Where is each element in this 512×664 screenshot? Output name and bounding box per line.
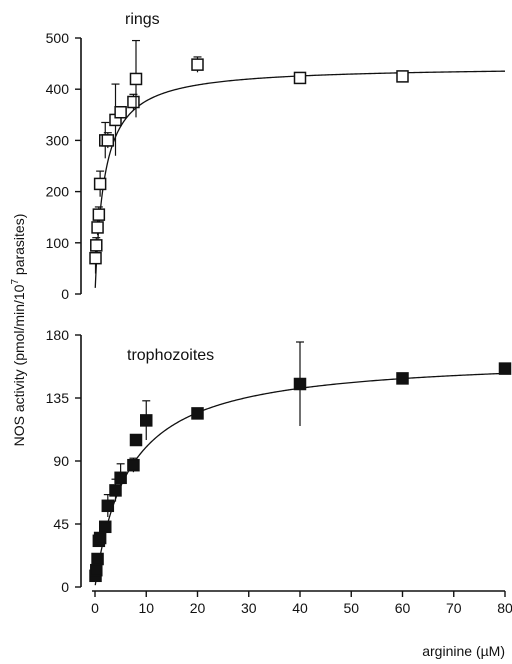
y-axis-label-tail: parasites) xyxy=(11,214,27,279)
y-tick-label-bottom: 45 xyxy=(53,516,69,532)
data-point-bottom xyxy=(127,458,140,472)
data-point-bottom xyxy=(109,484,122,497)
x-tick-label: 40 xyxy=(292,600,308,616)
data-point-top xyxy=(89,251,102,265)
x-tick-label: 60 xyxy=(395,600,411,616)
y-tick-label-top: 0 xyxy=(61,286,69,302)
data-point-top xyxy=(127,95,140,109)
x-tick-label: 10 xyxy=(138,600,154,616)
y-axis-label-exponent: 7 xyxy=(10,279,21,285)
y-tick-label-top: 100 xyxy=(46,235,70,251)
data-point-bottom xyxy=(129,433,143,447)
data-point-top xyxy=(90,239,103,252)
data-point-top xyxy=(293,71,307,85)
data-point-bottom xyxy=(293,377,307,391)
data-point-bottom xyxy=(93,531,107,545)
trophozoites-panel: 0 45 90 135 180 0 10 20 30 40 50 60 70 80 trophozoites xyxy=(46,327,512,616)
y-tick-label-top: 200 xyxy=(46,184,70,200)
data-point-top xyxy=(114,105,127,119)
y-tick-label-top: 300 xyxy=(46,132,70,148)
rings-panel: 0 100 200 300 400 500 rings xyxy=(46,11,506,302)
data-point-bottom xyxy=(498,362,512,375)
data-point-bottom xyxy=(91,552,104,566)
panel-label-top: rings xyxy=(125,11,160,28)
x-tick-label: 50 xyxy=(343,600,359,616)
x-tick-label: 70 xyxy=(446,600,462,616)
y-tick-label-bottom: 0 xyxy=(61,579,69,595)
data-point-top xyxy=(129,72,143,86)
y-axis-label: NOS activity (pmol/min/107 parasites) xyxy=(10,214,27,447)
data-point-top xyxy=(91,221,104,234)
fit-curve-top xyxy=(94,70,506,288)
data-point-bottom xyxy=(90,563,103,577)
y-tick-label-bottom: 135 xyxy=(46,390,70,406)
data-point-bottom xyxy=(140,414,153,427)
x-tick-label: 80 xyxy=(497,600,512,616)
data-point-top xyxy=(101,134,115,147)
data-point-bottom xyxy=(191,407,204,420)
data-point-bottom xyxy=(99,520,112,534)
data-point-top xyxy=(93,177,107,191)
data-point-top xyxy=(92,208,106,221)
data-point-bottom xyxy=(101,499,115,513)
data-point-top xyxy=(191,58,204,71)
y-tick-label-bottom: 90 xyxy=(53,453,69,469)
y-tick-label-top: 500 xyxy=(46,30,70,46)
y-tick-label-top: 400 xyxy=(46,81,70,97)
x-tick-label: 30 xyxy=(241,600,257,616)
panel-label-bottom: trophozoites xyxy=(127,347,214,364)
data-point-top xyxy=(396,70,409,83)
x-tick-label: 0 xyxy=(91,600,99,616)
y-tick-label-bottom: 180 xyxy=(46,327,70,343)
x-tick-label: 20 xyxy=(190,600,206,616)
x-axis-label: arginine (µM) xyxy=(422,643,505,659)
data-point-bottom xyxy=(396,372,409,385)
data-point-bottom xyxy=(114,471,127,485)
